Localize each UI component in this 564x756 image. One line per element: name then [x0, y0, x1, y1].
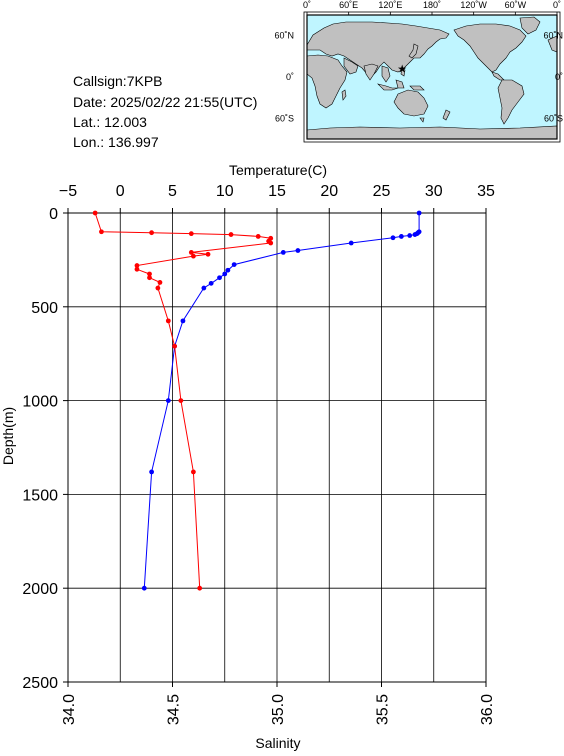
map-lat-label-right: 60˚N [543, 31, 563, 41]
depth-tick-label: 1500 [22, 487, 58, 504]
salinity-data-point [93, 211, 98, 216]
salinity-tick-label: 35.5 [375, 694, 392, 725]
map-lat-label: 0˚ [286, 72, 294, 82]
temperature-data-point [201, 286, 206, 291]
callsign-text: Callsign:7KPB [73, 73, 163, 89]
antarctica-shape [307, 126, 557, 139]
temperature-data-point [281, 250, 286, 255]
salinity-data-point [178, 398, 183, 403]
temperature-tick-label: 25 [373, 183, 391, 200]
salinity-data-point [191, 469, 196, 474]
salinity-data-point [268, 241, 273, 246]
map-lon-labels: 0˚ 60˚E 120˚E 180˚ 120˚W 60˚W 0˚ [303, 0, 561, 15]
temperature-data-point [349, 241, 354, 246]
temperature-data-point [217, 275, 222, 280]
temperature-data-point [209, 281, 214, 286]
temperature-data-point [181, 318, 186, 323]
map-lon-label: 0˚ [553, 0, 561, 10]
map-lon-label: 0˚ [303, 0, 311, 10]
temperature-tick-label: 0 [116, 183, 125, 200]
map-lat-label: 60˚S [275, 113, 294, 123]
map-lon-label: 60˚E [339, 0, 358, 10]
map-lon-label: 120˚W [460, 0, 487, 10]
temperature-data-point [149, 469, 154, 474]
lon-text: Lon.: 136.997 [73, 134, 159, 150]
temperature-tick-label: 30 [425, 183, 443, 200]
temperature-tick-label: 35 [477, 183, 495, 200]
map-lat-label: 60˚N [274, 31, 294, 41]
temperature-data-point [222, 272, 227, 277]
salinity-data-point [147, 275, 152, 280]
depth-tick-label: 2000 [22, 581, 58, 598]
salinity-data-point [197, 586, 202, 591]
salinity-data-point [155, 286, 160, 291]
map-lon-label: 180˚ [423, 0, 441, 10]
salinity-axis-label: Salinity [255, 735, 300, 751]
salinity-data-point [206, 252, 211, 257]
temperature-axis-ticks: −5 0 5 10 15 20 25 30 35 [59, 183, 495, 213]
temperature-axis-label: Temperature(C) [229, 162, 327, 178]
map-lon-label: 120˚E [378, 0, 402, 10]
salinity-data-point [166, 318, 171, 323]
salinity-data-point [189, 231, 194, 236]
salinity-data-point [149, 230, 154, 235]
salinity-tick-label: 35.0 [270, 694, 287, 725]
salinity-data-point [158, 280, 163, 285]
profile-chart: −5 0 5 10 15 20 25 30 35 34.0 34.5 35.0 35.5 36.0 05… [0, 162, 496, 751]
depth-tick-label: 2500 [22, 675, 58, 692]
depth-axis-label: Depth(m) [0, 407, 16, 465]
temperature-tick-label: 20 [320, 183, 338, 200]
date-text: Date: 2025/02/22 21:55(UTC) [73, 94, 257, 110]
temperature-tick-label: 15 [268, 183, 286, 200]
salinity-tick-label: 34.5 [166, 694, 183, 725]
temperature-data-point [142, 586, 147, 591]
salinity-data-point [229, 232, 234, 237]
temperature-tick-label: 5 [168, 183, 177, 200]
temperature-data-point [407, 233, 412, 238]
temperature-data-point [296, 248, 301, 253]
depth-axis-ticks: 0 500 1000 1500 2000 2500 [22, 206, 68, 692]
temperature-tick-label: −5 [59, 183, 77, 200]
temperature-data-point [225, 268, 230, 273]
station-info: Callsign:7KPB Date: 2025/02/22 21:55(UTC… [73, 73, 257, 150]
temperature-data-point [391, 235, 396, 240]
salinity-tick-label: 36.0 [479, 694, 496, 725]
temperature-tick-label: 10 [216, 183, 234, 200]
temperature-data-point [413, 232, 418, 237]
salinity-axis-ticks: 34.0 34.5 35.0 35.5 36.0 [61, 682, 496, 725]
salinity-data-point [135, 267, 140, 272]
depth-tick-label: 1000 [22, 394, 58, 411]
salinity-data-point [256, 234, 261, 239]
map-lat-label-right: 60˚S [544, 113, 563, 123]
temperature-data-point [399, 234, 404, 239]
map-lon-label: 60˚W [505, 0, 527, 10]
depth-tick-label: 0 [49, 206, 58, 223]
depth-tick-label: 500 [31, 300, 58, 317]
salinity-data-point [191, 254, 196, 259]
location-map: ★ 0˚ 60˚E 120˚E 180˚ 120˚W 60˚W 0˚ 60˚N 60˚N0˚ 0… [274, 0, 563, 142]
map-lat-label-right: 0˚ [555, 72, 563, 82]
temperature-data-point [417, 211, 422, 216]
salinity-data-point [99, 229, 104, 234]
salinity-tick-label: 34.0 [61, 694, 78, 725]
temperature-data-point [232, 262, 237, 267]
station-marker: ★ [397, 64, 407, 76]
salinity-data-point [172, 344, 177, 349]
grid [68, 213, 486, 682]
lat-text: Lat.: 12.003 [73, 114, 147, 130]
temperature-data-point [166, 398, 171, 403]
